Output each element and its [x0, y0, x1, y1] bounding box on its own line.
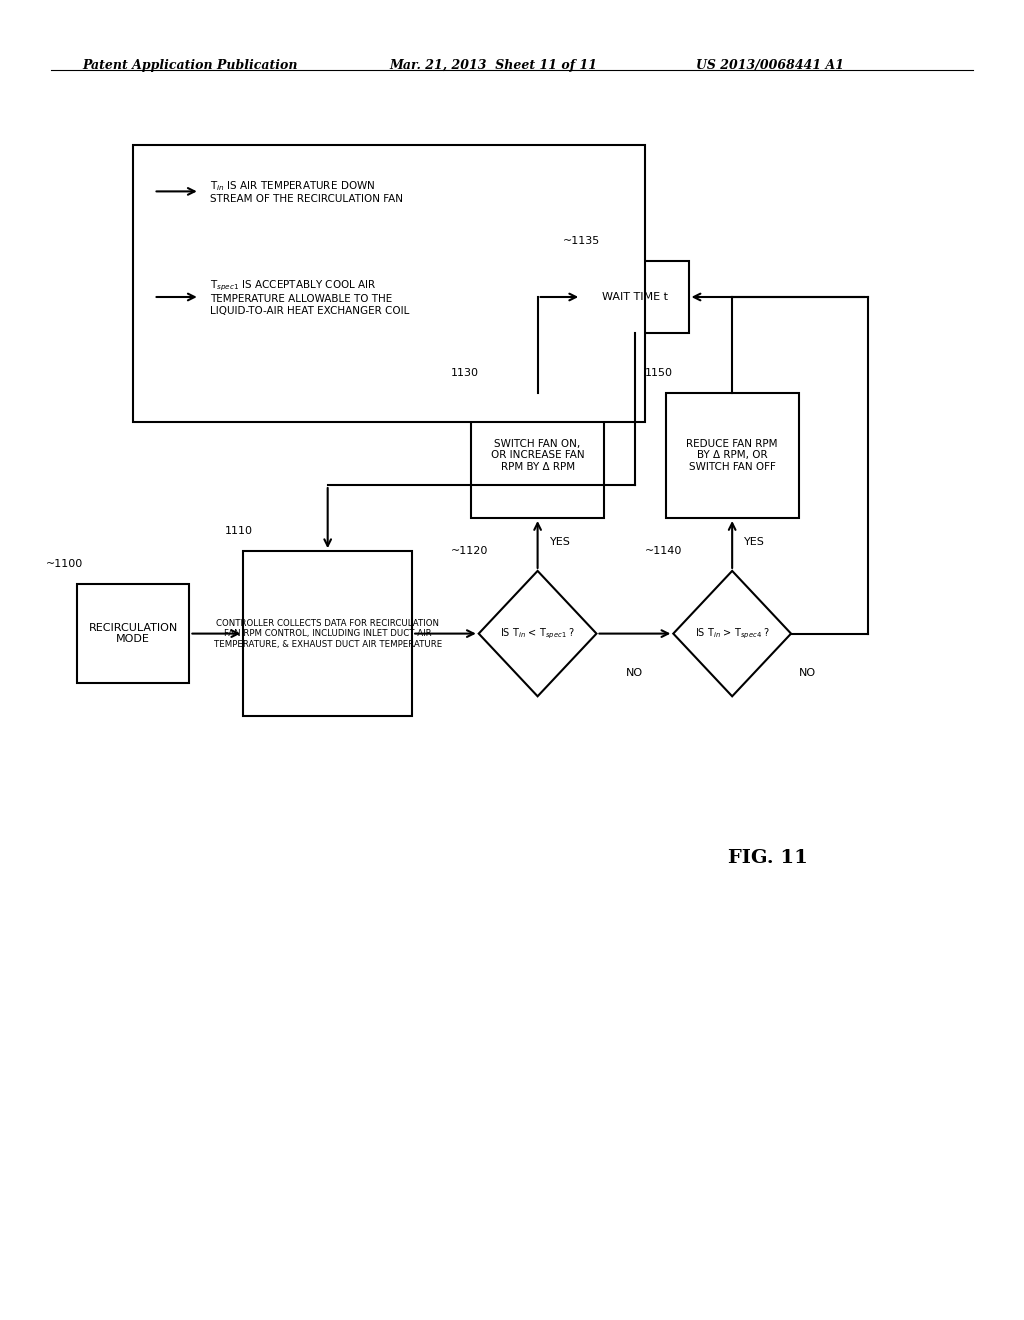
FancyBboxPatch shape	[133, 145, 645, 422]
FancyBboxPatch shape	[244, 552, 412, 715]
Text: FIG. 11: FIG. 11	[728, 849, 808, 867]
Text: REDUCE FAN RPM
BY Δ RPM, OR
SWITCH FAN OFF: REDUCE FAN RPM BY Δ RPM, OR SWITCH FAN O…	[686, 438, 778, 473]
Text: ~1140: ~1140	[645, 546, 682, 556]
FancyBboxPatch shape	[471, 393, 604, 517]
Polygon shape	[479, 570, 596, 697]
Text: US 2013/0068441 A1: US 2013/0068441 A1	[696, 59, 845, 73]
FancyBboxPatch shape	[77, 583, 189, 682]
Polygon shape	[674, 570, 791, 697]
Text: ~1135: ~1135	[563, 236, 600, 246]
Text: 1130: 1130	[451, 368, 478, 378]
Text: T$_{spec1}$ IS ACCEPTABLY COOL AIR
TEMPERATURE ALLOWABLE TO THE
LIQUID-TO-AIR HE: T$_{spec1}$ IS ACCEPTABLY COOL AIR TEMPE…	[210, 279, 410, 315]
Text: WAIT TIME t: WAIT TIME t	[602, 292, 668, 302]
Text: ~1120: ~1120	[451, 546, 487, 556]
Text: SWITCH FAN ON,
OR INCREASE FAN
RPM BY Δ RPM: SWITCH FAN ON, OR INCREASE FAN RPM BY Δ …	[490, 438, 585, 473]
Text: 1150: 1150	[645, 368, 673, 378]
Text: ~1100: ~1100	[46, 560, 83, 569]
FancyBboxPatch shape	[666, 393, 799, 517]
Text: NO: NO	[799, 668, 816, 678]
Text: NO: NO	[627, 668, 643, 678]
Text: YES: YES	[550, 537, 570, 546]
Text: IS T$_{in}$ > T$_{spec4}$ ?: IS T$_{in}$ > T$_{spec4}$ ?	[694, 627, 770, 640]
Text: YES: YES	[744, 537, 765, 546]
Text: T$_{in}$ IS AIR TEMPERATURE DOWN
STREAM OF THE RECIRCULATION FAN: T$_{in}$ IS AIR TEMPERATURE DOWN STREAM …	[210, 178, 402, 205]
Text: 1110: 1110	[225, 527, 253, 536]
FancyBboxPatch shape	[582, 260, 688, 333]
Text: Patent Application Publication: Patent Application Publication	[82, 59, 297, 73]
Text: RECIRCULATION
MODE: RECIRCULATION MODE	[88, 623, 178, 644]
Text: CONTROLLER COLLECTS DATA FOR RECIRCULATION
FAN RPM CONTROL, INCLUDING INLET DUCT: CONTROLLER COLLECTS DATA FOR RECIRCULATI…	[214, 619, 441, 648]
Text: IS T$_{in}$ < T$_{spec1}$ ?: IS T$_{in}$ < T$_{spec1}$ ?	[500, 627, 575, 640]
Text: Mar. 21, 2013  Sheet 11 of 11: Mar. 21, 2013 Sheet 11 of 11	[389, 59, 597, 73]
